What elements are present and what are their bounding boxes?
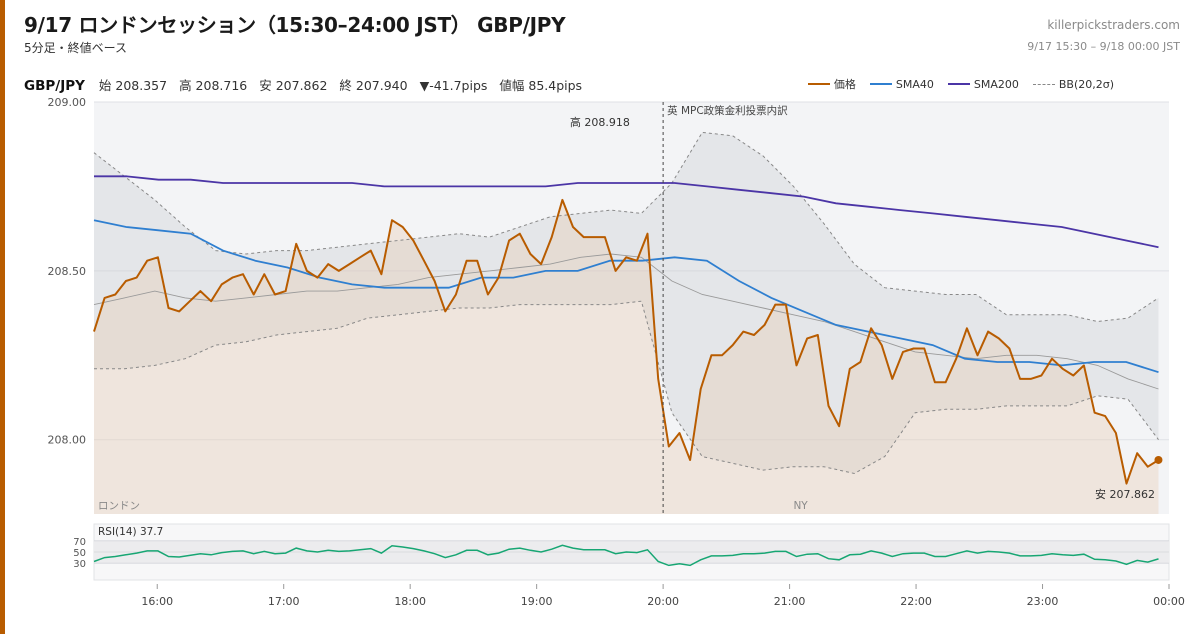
- source-label: killerpickstraders.com: [1047, 18, 1180, 32]
- high-stat: 高 208.716: [179, 78, 248, 93]
- legend-swatch-bb: [1032, 83, 1055, 85]
- high-annotation: 高 208.918: [570, 115, 630, 129]
- x-tick-label: 21:00: [774, 595, 806, 608]
- bb-lower-line: [94, 300, 1159, 475]
- ohlc-stats: GBP/JPY 始 208.357 高 208.716 安 207.862 終 …: [24, 75, 594, 94]
- change-stat: ▼-41.7pips: [419, 78, 488, 93]
- legend-swatch-sma40: [869, 83, 892, 85]
- close-stat: 終 207.940: [339, 78, 408, 93]
- range-stat: 値幅 85.4pips: [499, 78, 583, 93]
- plot-background: [94, 102, 1169, 514]
- rsi-tick-label: 70: [73, 537, 86, 548]
- x-tick-label: 18:00: [394, 595, 426, 608]
- session-label-london: ロンドン: [98, 500, 140, 512]
- chart-title: 9/17 ロンドンセッション（15:30–24:00 JST） GBP/JPY: [24, 13, 566, 37]
- y-tick-label: 208.00: [48, 434, 87, 447]
- rsi-tick-label: 50: [73, 548, 86, 559]
- rsi-label: RSI(14) 37.7: [98, 526, 163, 538]
- rsi-tick-label: 30: [73, 559, 86, 570]
- event-annotation: 英 MPC政策金利投票内訳: [667, 104, 788, 117]
- period-label: 9/17 15:30 – 9/18 00:00 JST: [1027, 40, 1180, 53]
- x-tick-label: 20:00: [647, 595, 679, 608]
- legend-swatch-sma200: [947, 83, 970, 85]
- symbol-label: GBP/JPY: [24, 78, 85, 94]
- x-tick-label: 23:00: [1027, 595, 1059, 608]
- y-tick-label: 209.00: [48, 96, 87, 109]
- legend-item-price: 価格: [807, 76, 856, 92]
- low-stat: 安 207.862: [259, 78, 328, 93]
- legend-swatch-price: [807, 83, 830, 85]
- legend-label-sma200: SMA200: [973, 77, 1019, 91]
- x-tick-label: 00:00: [1153, 595, 1185, 608]
- legend-label-price: 価格: [833, 78, 856, 91]
- x-tick-label: 16:00: [141, 595, 173, 608]
- legend-item-sma40: SMA40: [869, 77, 934, 91]
- rsi-line: [93, 544, 1159, 567]
- legend-item-sma200: SMA200: [947, 77, 1019, 91]
- x-tick-label: 19:00: [521, 595, 553, 608]
- accent-bar: [0, 0, 5, 634]
- legend-item-bb: BB(20,2σ): [1032, 77, 1114, 91]
- low-annotation: 安 207.862: [1095, 487, 1155, 501]
- chart-legend: 価格 SMA40 SMA200 BB(20,2σ): [794, 76, 1114, 92]
- sma200-line: [94, 175, 1159, 249]
- last-price-marker: [1154, 455, 1163, 464]
- price-line: [93, 198, 1160, 485]
- bb-middle-line: [93, 253, 1159, 390]
- legend-label-bb: BB(20,2σ): [1058, 77, 1114, 91]
- legend-label-sma40: SMA40: [895, 77, 934, 91]
- price-area-fill: [94, 199, 1159, 514]
- x-tick-label: 22:00: [900, 595, 932, 608]
- chart-subtitle: 5分足・終値ベース: [24, 41, 128, 55]
- sma40-line: [93, 219, 1159, 374]
- session-label-ny: NY: [793, 500, 808, 512]
- y-tick-label: 208.50: [48, 265, 87, 278]
- x-tick-label: 17:00: [268, 595, 300, 608]
- bb-upper-line: [93, 131, 1159, 323]
- open-stat: 始 208.357: [98, 78, 168, 93]
- bb-band-fill: [94, 132, 1159, 474]
